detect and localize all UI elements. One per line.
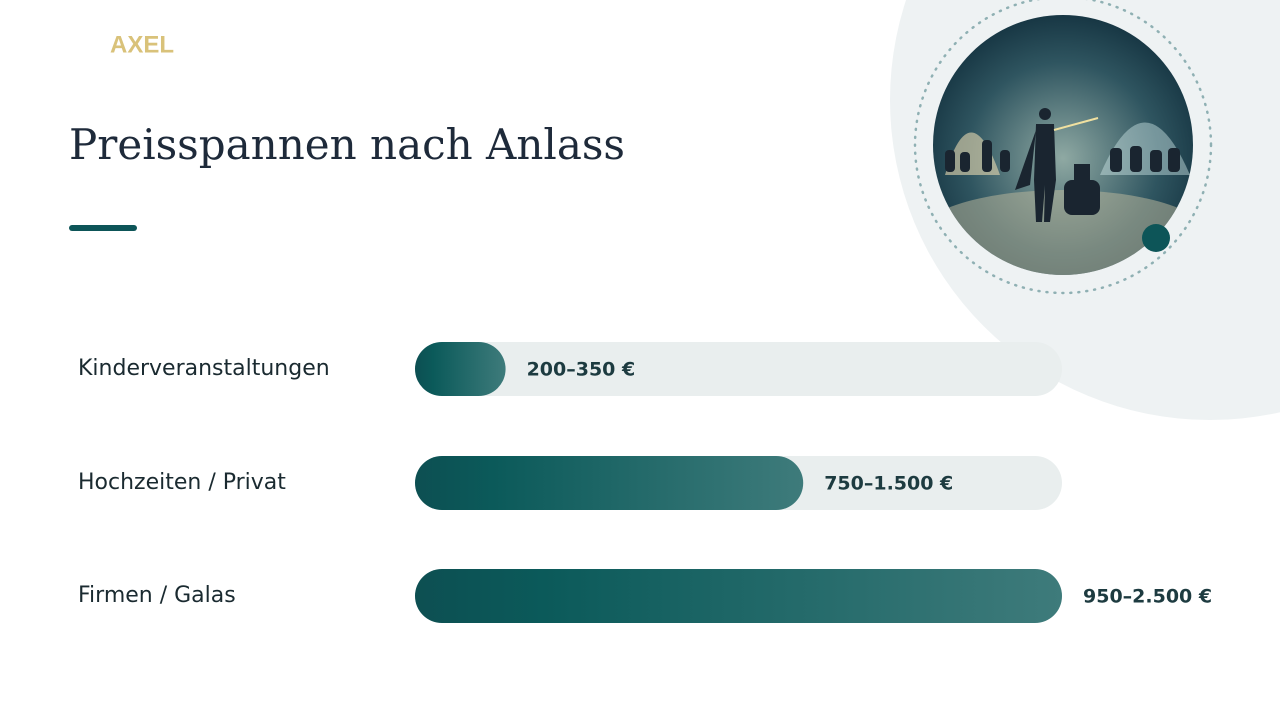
dotted-ring <box>913 0 1213 295</box>
value-label: 950–2.500 € <box>1083 586 1212 608</box>
accent-line <box>69 225 137 231</box>
brand: AXEL <box>110 31 174 58</box>
bar-track <box>415 342 1062 396</box>
bar <box>415 342 506 396</box>
category-label: Firmen / Galas <box>78 583 236 608</box>
value-label: 200–350 € <box>527 359 636 381</box>
value-label: 750–1.500 € <box>824 473 953 495</box>
category-label: Hochzeiten / Privat <box>78 470 286 495</box>
category-label: Kinderveranstaltungen <box>78 356 330 381</box>
accent-dot <box>1142 224 1170 252</box>
chart-title: Preisspannen nach Anlass <box>69 120 625 169</box>
bar <box>415 569 1062 623</box>
bar <box>415 456 804 510</box>
